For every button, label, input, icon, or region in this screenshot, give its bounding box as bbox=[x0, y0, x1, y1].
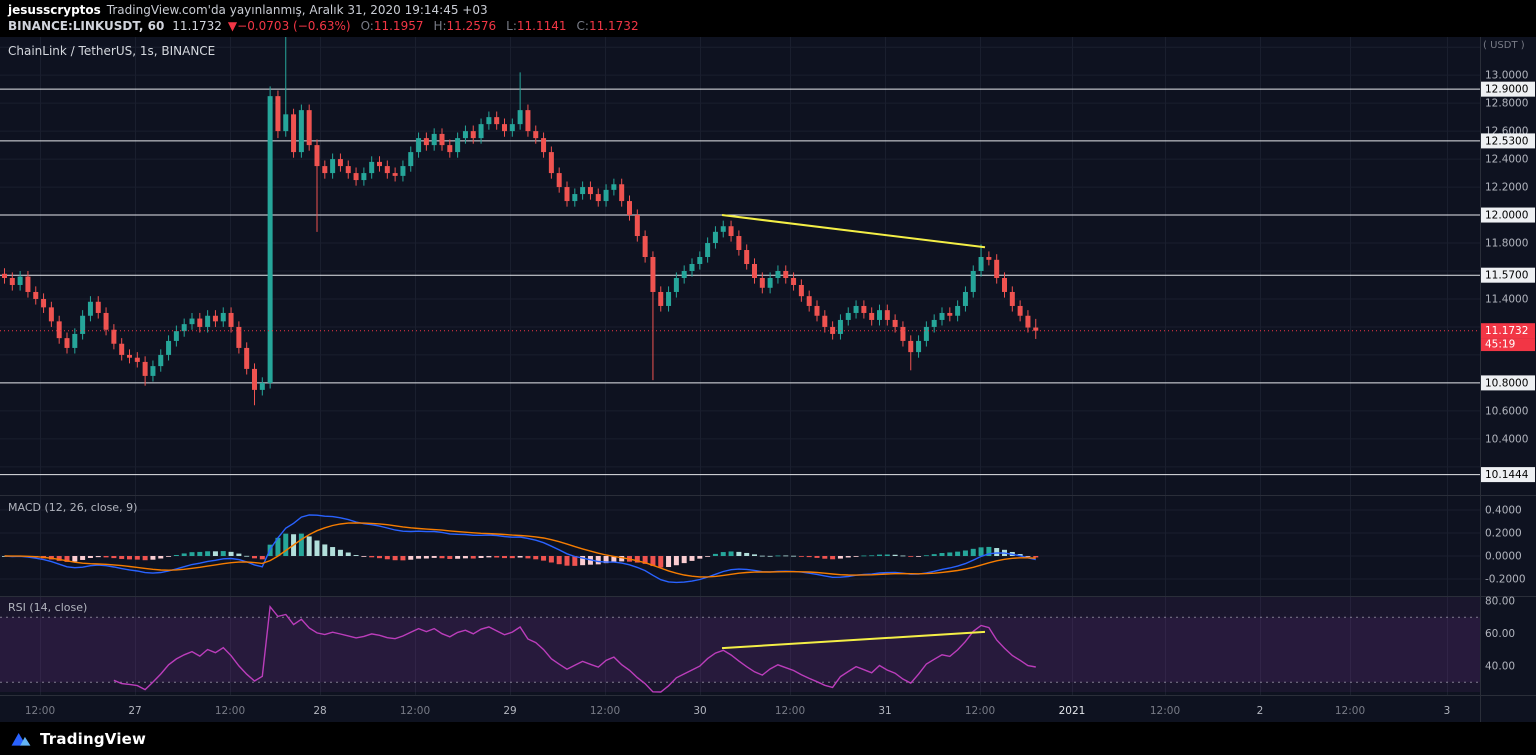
rsi-indicator-title[interactable]: RSI (14, close) bbox=[8, 601, 88, 614]
svg-text:11.4000: 11.4000 bbox=[1485, 293, 1528, 305]
open-value: 11.1957 bbox=[373, 19, 424, 33]
svg-text:12:00: 12:00 bbox=[590, 705, 620, 717]
svg-text:2: 2 bbox=[1257, 705, 1264, 717]
svg-text:12:00: 12:00 bbox=[775, 705, 805, 717]
svg-text:40.00: 40.00 bbox=[1485, 661, 1515, 673]
publish-header: jesusscryptos TradingView.com'da yayınlan… bbox=[0, 0, 1536, 37]
svg-text:0.4000: 0.4000 bbox=[1485, 504, 1522, 516]
footer-bar: TradingView bbox=[0, 722, 1536, 755]
svg-text:12.8000: 12.8000 bbox=[1485, 98, 1528, 110]
svg-text:12.4000: 12.4000 bbox=[1485, 154, 1528, 166]
change-value: −0.0703 (−0.63%) bbox=[237, 19, 351, 33]
svg-text:12:00: 12:00 bbox=[25, 705, 55, 717]
svg-text:28: 28 bbox=[313, 705, 326, 717]
svg-text:12.5300: 12.5300 bbox=[1485, 135, 1528, 147]
svg-text:0.0000: 0.0000 bbox=[1485, 551, 1522, 563]
svg-text:12:00: 12:00 bbox=[1150, 705, 1180, 717]
svg-text:29: 29 bbox=[503, 705, 516, 717]
svg-text:10.1444: 10.1444 bbox=[1485, 469, 1529, 481]
symbol-ohlc-bar: BINANCE:LINKUSDT, 60 11.1732 ▼−0.0703 (−0.… bbox=[8, 19, 1528, 34]
svg-text:2021: 2021 bbox=[1059, 705, 1086, 717]
svg-text:12:00: 12:00 bbox=[965, 705, 995, 717]
symbol-interval: BINANCE:LINKUSDT, 60 bbox=[8, 19, 165, 33]
low-value: 11.1141 bbox=[516, 19, 567, 33]
svg-text:10.4000: 10.4000 bbox=[1485, 433, 1528, 445]
macd-indicator-title[interactable]: MACD (12, 26, close, 9) bbox=[8, 501, 138, 514]
svg-text:10.6000: 10.6000 bbox=[1485, 405, 1528, 417]
svg-text:11.5700: 11.5700 bbox=[1485, 270, 1528, 282]
tradingview-wordmark[interactable]: TradingView bbox=[40, 729, 147, 748]
svg-text:12.0000: 12.0000 bbox=[1485, 210, 1528, 222]
svg-text:-0.2000: -0.2000 bbox=[1485, 574, 1526, 586]
svg-text:11.1732: 11.1732 bbox=[1485, 325, 1528, 337]
close-label: C: bbox=[576, 19, 589, 33]
svg-text:45:19: 45:19 bbox=[1485, 339, 1515, 351]
svg-text:80.00: 80.00 bbox=[1485, 596, 1515, 608]
svg-text:12:00: 12:00 bbox=[400, 705, 430, 717]
last-price: 11.1732 bbox=[172, 19, 222, 33]
tradingview-logo-icon[interactable] bbox=[10, 730, 32, 747]
svg-text:0.2000: 0.2000 bbox=[1485, 527, 1522, 539]
svg-text:31: 31 bbox=[878, 705, 891, 717]
change-direction-icon: ▼ bbox=[227, 19, 238, 33]
svg-text:30: 30 bbox=[693, 705, 706, 717]
svg-text:12.2000: 12.2000 bbox=[1485, 182, 1528, 194]
svg-text:12.9000: 12.9000 bbox=[1485, 84, 1528, 96]
close-value: 11.1732 bbox=[588, 19, 639, 33]
open-label: O: bbox=[360, 19, 374, 33]
svg-text:10.8000: 10.8000 bbox=[1485, 377, 1528, 389]
high-value: 11.2576 bbox=[446, 19, 497, 33]
svg-text:3: 3 bbox=[1444, 705, 1451, 717]
svg-text:12:00: 12:00 bbox=[1335, 705, 1365, 717]
svg-text:27: 27 bbox=[128, 705, 141, 717]
svg-text:13.0000: 13.0000 bbox=[1485, 70, 1528, 82]
price-axis-currency-note: ( USDT ) bbox=[1483, 40, 1525, 51]
low-label: L: bbox=[506, 19, 517, 33]
publish-info: TradingView.com'da yayınlanmış, Aralık 3… bbox=[106, 3, 488, 17]
svg-text:60.00: 60.00 bbox=[1485, 628, 1515, 640]
author-name: jesusscryptos bbox=[8, 3, 101, 17]
svg-text:11.8000: 11.8000 bbox=[1485, 238, 1528, 250]
chart-series-title[interactable]: ChainLink / TetherUS, 1s, BINANCE bbox=[8, 44, 216, 58]
svg-text:12:00: 12:00 bbox=[215, 705, 245, 717]
high-label: H: bbox=[433, 19, 447, 33]
